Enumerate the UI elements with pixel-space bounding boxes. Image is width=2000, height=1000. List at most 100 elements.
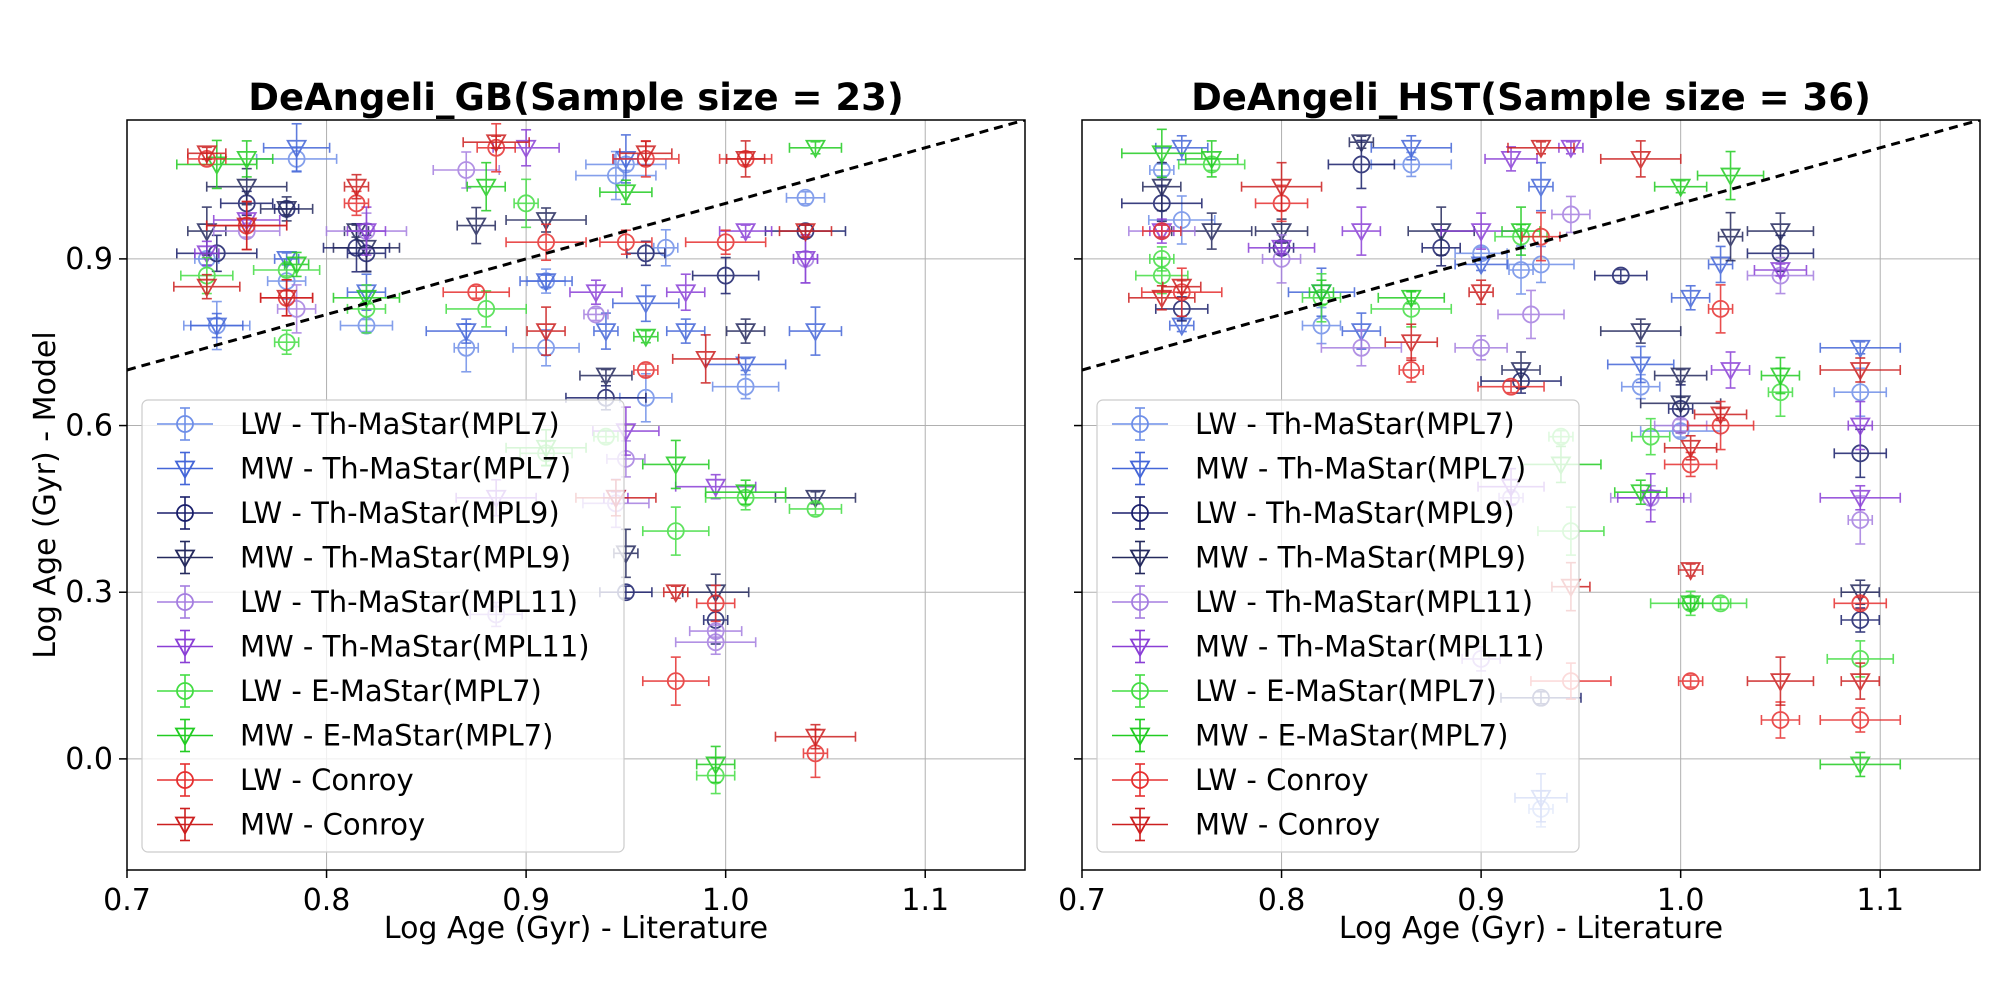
marker-triangle [1470,256,1492,276]
marker-triangle [1510,362,1532,381]
marker-triangle [735,356,757,376]
marker-triangle [615,184,637,204]
legend-entry: MW - Th-MaStar(MPL11) [157,630,590,664]
data-point [1819,339,1902,359]
data-point [599,179,653,206]
legend-marker-circle [176,682,194,700]
marker-triangle [1720,228,1742,248]
data-point [725,318,766,344]
marker-circle [1152,249,1171,268]
marker-circle [706,622,725,641]
data-point [1833,594,1888,613]
marker-triangle [485,134,507,154]
marker-triangle [1849,756,1871,776]
marker-triangle [595,367,617,387]
marker-triangle [585,284,607,304]
data-point [593,312,619,350]
marker-circle [1771,711,1790,729]
data-point [619,140,673,167]
marker-circle [616,233,635,252]
legend-label: MW - E-MaStar(MPL7) [240,719,553,753]
marker-triangle [1151,178,1173,198]
marker-circle [636,361,655,379]
legend-entry: LW - Th-MaStar(MPL9) [157,496,560,530]
marker-triangle [1680,595,1702,615]
data-point [1468,279,1494,306]
legend: LW - Th-MaStar(MPL7) MW - Th-MaStar(MPL7)… [141,399,625,853]
marker-triangle [1271,239,1293,259]
data-point [1184,140,1239,178]
marker-triangle [1769,262,1791,281]
data-point [259,278,314,317]
marker-triangle [735,150,757,170]
data-point [442,283,511,302]
data-point [1840,662,1881,700]
data-point [190,312,244,339]
marker-triangle [675,284,697,304]
legend-label: MW - Th-MaStar(MPL9) [1195,541,1526,575]
data-point [1653,178,1708,198]
legend-marker-triangle [174,460,196,480]
marker-triangle [1530,139,1552,159]
legend-entry: LW - E-MaStar(MPL7) [1112,674,1497,708]
marker-triangle [635,328,657,348]
legend-label: MW - Th-MaStar(MPL9) [240,541,571,575]
data-point [1341,206,1382,256]
legend-label: MW - Th-MaStar(MPL11) [1195,630,1545,664]
marker-circle [666,672,685,691]
data-point [1528,161,1554,212]
marker-triangle [735,223,757,242]
data-point [1753,262,1808,281]
marker-circle [587,305,605,324]
data-point [695,584,736,623]
legend-entry: MW - Th-MaStar(MPL11) [1112,630,1545,664]
legend-entry: MW - Th-MaStar(MPL9) [1112,541,1526,575]
marker-triangle [1171,139,1193,159]
x-tick-label: 0.9 [502,883,550,918]
legend-label: LW - Th-MaStar(MPL7) [1195,407,1515,441]
marker-triangle [804,139,827,159]
marker-circle [1522,305,1540,324]
marker-circle [656,238,675,257]
y-tick-label: 0.0 [65,742,113,777]
legend-label: LW - Th-MaStar(MPL11) [240,585,578,619]
marker-circle [1532,227,1550,246]
marker-triangle [705,478,727,498]
marker-triangle [1151,145,1173,165]
marker-triangle [1201,223,1223,242]
data-point [1819,357,1902,383]
marker-circle [666,522,685,541]
marker-triangle [595,323,617,342]
marker-triangle [1769,223,1791,242]
data-point [1477,377,1545,396]
marker-triangle [804,323,827,342]
data-point [774,489,857,509]
data-point [1696,150,1765,201]
data-point [1384,323,1439,362]
marker-triangle [535,212,557,231]
data-point [505,207,587,233]
marker-circle [1562,205,1580,224]
legend-entry: LW - E-MaStar(MPL7) [157,674,542,708]
marker-triangle [1630,150,1652,170]
legend-label: LW - Conroy [240,763,414,797]
marker-triangle [1400,289,1422,309]
data-point [1142,222,1182,241]
marker-circle [1851,711,1870,729]
marker-triangle [665,456,687,476]
marker-triangle [1710,256,1732,276]
legend-marker-triangle [174,638,196,658]
marker-triangle [236,217,258,237]
x-tick-label: 1.0 [702,883,750,918]
legend-marker-circle [1131,682,1149,700]
marker-circle [1851,511,1870,529]
data-point [785,188,826,207]
marker-triangle [1630,356,1652,376]
marker-triangle [276,250,298,270]
data-point [671,334,740,384]
marker-triangle [1350,323,1372,342]
legend-label: LW - E-MaStar(MPL7) [240,674,542,708]
legend-marker-circle [1131,415,1149,433]
marker-triangle [355,223,378,242]
legend-marker-triangle [174,816,196,836]
